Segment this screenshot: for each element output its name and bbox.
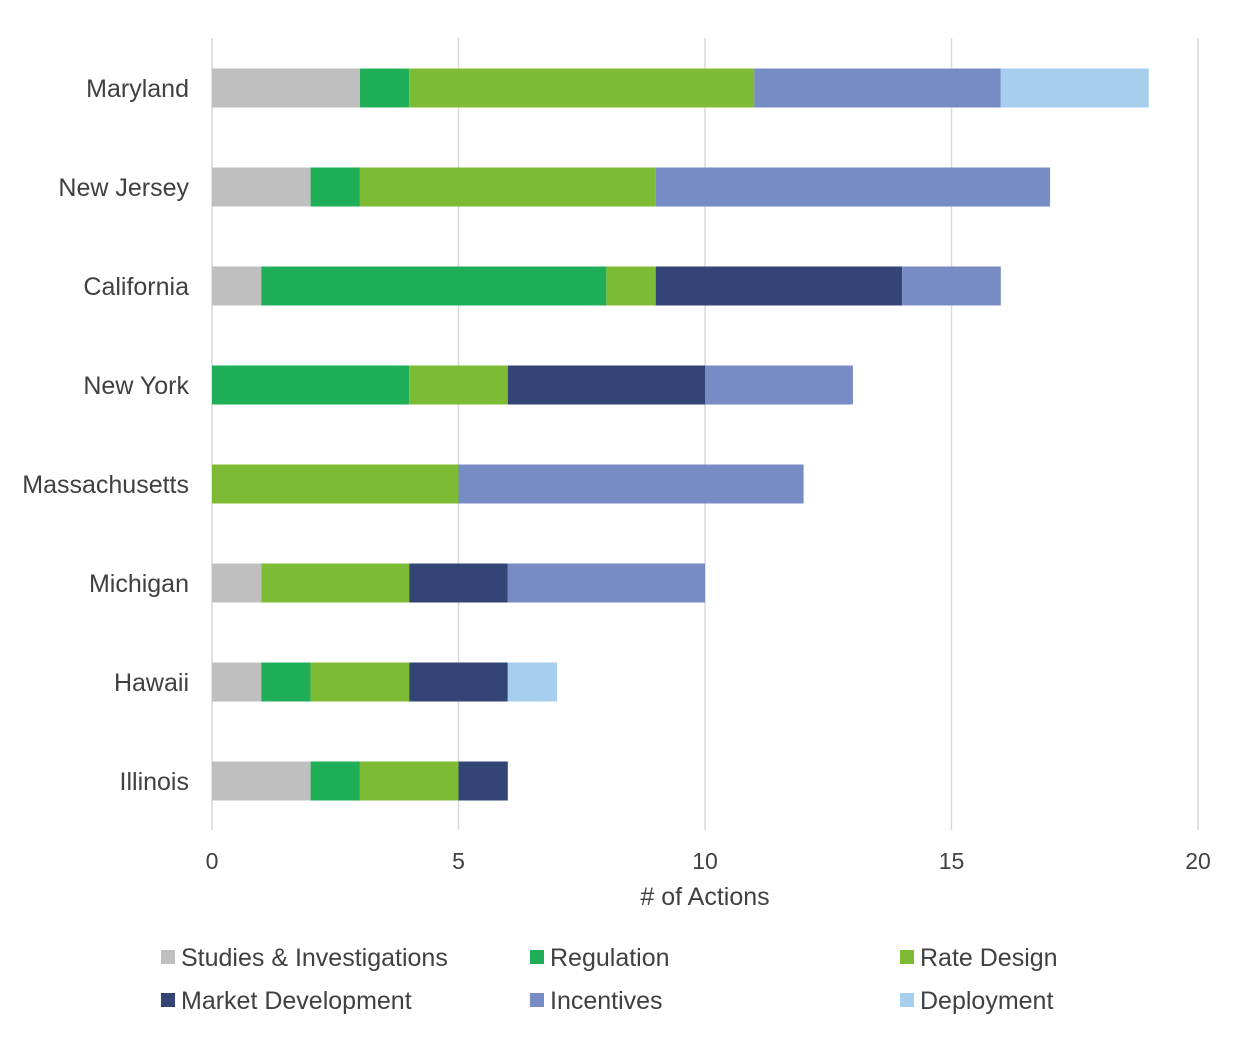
category-label: Michigan <box>89 570 189 598</box>
x-tick-label: 15 <box>939 848 965 874</box>
legend-item: Incentives <box>530 987 663 1015</box>
legend-swatch <box>161 950 175 964</box>
legend: Studies & Investigations Regulation Rate D… <box>161 944 1058 1015</box>
bar-segment-new-jersey-incentives <box>655 167 1051 207</box>
gridlines <box>211 38 1199 830</box>
legend-item: Deployment <box>900 987 1053 1015</box>
bar-segment-michigan-incentives <box>507 563 705 603</box>
bar-segment-new-york-rate-design <box>409 365 508 405</box>
bar-segment-maryland-deployment <box>1000 68 1149 108</box>
bar-segment-hawaii-market-development <box>409 662 508 702</box>
category-labels: Maryland New Jersey California New York Mass… <box>22 75 189 796</box>
legend-swatch <box>161 993 175 1007</box>
x-axis-title: # of Actions <box>640 883 769 911</box>
category-label: California <box>83 273 189 301</box>
bar-segment-michigan-rate-design <box>261 563 410 603</box>
legend-item: Studies & Investigations <box>161 944 448 972</box>
category-label: Maryland <box>86 75 189 103</box>
bar-segment-maryland-studies-investigations <box>212 68 360 108</box>
bar-segment-illinois-studies-investigations <box>212 761 311 801</box>
x-tick-labels: 0 5 10 15 20 <box>206 848 1211 874</box>
legend-swatch <box>900 993 914 1007</box>
bar-segment-new-york-incentives <box>705 365 853 405</box>
bar-segment-illinois-regulation <box>310 761 360 801</box>
legend-label: Regulation <box>550 944 670 972</box>
bars <box>212 68 1149 801</box>
bar-segment-new-york-market-development <box>507 365 705 405</box>
legend-label: Studies & Investigations <box>181 944 448 972</box>
category-label: Hawaii <box>114 669 189 697</box>
legend-swatch <box>900 950 914 964</box>
bar-segment-illinois-rate-design <box>359 761 459 801</box>
legend-label: Incentives <box>550 987 663 1015</box>
bar-segment-hawaii-studies-investigations <box>212 662 262 702</box>
bar-segment-california-market-development <box>655 266 903 306</box>
bar-segment-michigan-studies-investigations <box>212 563 262 603</box>
category-label: New York <box>83 372 189 400</box>
bar-segment-maryland-incentives <box>754 68 1001 108</box>
bar-segment-hawaii-rate-design <box>310 662 410 702</box>
category-label: New Jersey <box>58 174 189 202</box>
bar-segment-california-studies-investigations <box>212 266 262 306</box>
legend-swatch <box>530 993 544 1007</box>
bar-segment-new-jersey-regulation <box>310 167 360 207</box>
legend-swatch <box>530 950 544 964</box>
bar-segment-massachusetts-rate-design <box>212 464 459 504</box>
legend-item: Market Development <box>161 987 412 1015</box>
x-tick-label: 5 <box>452 848 465 874</box>
bar-segment-new-york-regulation <box>212 365 410 405</box>
legend-label: Market Development <box>181 987 412 1015</box>
bar-segment-new-jersey-rate-design <box>359 167 656 207</box>
bar-segment-illinois-market-development <box>458 761 508 801</box>
x-tick-label: 10 <box>692 848 718 874</box>
x-tick-label: 20 <box>1185 848 1211 874</box>
bar-segment-hawaii-regulation <box>261 662 311 702</box>
category-label: Illinois <box>120 768 189 796</box>
bar-segment-maryland-rate-design <box>409 68 755 108</box>
bar-segment-massachusetts-incentives <box>458 464 804 504</box>
legend-label: Rate Design <box>920 944 1058 972</box>
bar-segment-new-jersey-studies-investigations <box>212 167 311 207</box>
bar-segment-hawaii-deployment <box>507 662 558 702</box>
bar-segment-california-rate-design <box>606 266 656 306</box>
category-label: Massachusetts <box>22 471 189 499</box>
bar-segment-maryland-regulation <box>359 68 410 108</box>
x-tick-label: 0 <box>206 848 219 874</box>
bar-segment-michigan-market-development <box>409 563 508 603</box>
bar-segment-california-incentives <box>902 266 1001 306</box>
bar-segment-california-regulation <box>261 266 607 306</box>
legend-item: Regulation <box>530 944 670 972</box>
legend-item: Rate Design <box>900 944 1058 972</box>
legend-label: Deployment <box>920 987 1053 1015</box>
